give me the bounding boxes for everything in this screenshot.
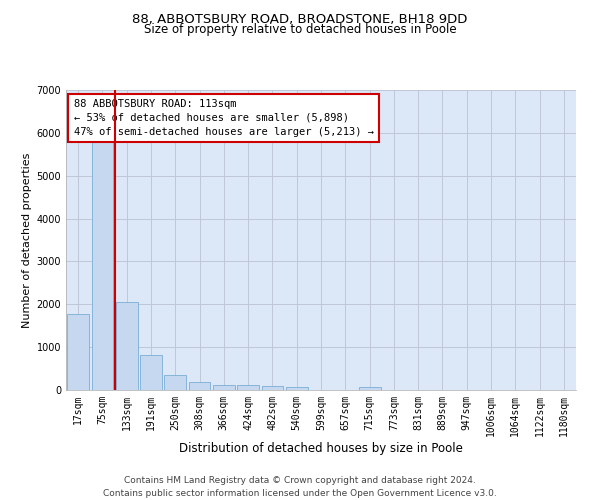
Bar [237,386,259,390]
Bar [67,314,89,390]
Bar [359,386,380,390]
Bar [262,386,283,390]
Y-axis label: Number of detached properties: Number of detached properties [22,152,32,328]
Bar [140,355,162,390]
Text: Contains HM Land Registry data © Crown copyright and database right 2024.
Contai: Contains HM Land Registry data © Crown c… [103,476,497,498]
Text: 88, ABBOTSBURY ROAD, BROADSTONE, BH18 9DD: 88, ABBOTSBURY ROAD, BROADSTONE, BH18 9D… [133,12,467,26]
Bar [91,142,113,390]
Bar [164,376,186,390]
X-axis label: Distribution of detached houses by size in Poole: Distribution of detached houses by size … [179,442,463,454]
Bar [213,385,235,390]
Bar [286,386,308,390]
Bar [188,382,211,390]
Text: Size of property relative to detached houses in Poole: Size of property relative to detached ho… [143,22,457,36]
Bar [116,302,137,390]
Text: 88 ABBOTSBURY ROAD: 113sqm
← 53% of detached houses are smaller (5,898)
47% of s: 88 ABBOTSBURY ROAD: 113sqm ← 53% of deta… [74,99,374,137]
